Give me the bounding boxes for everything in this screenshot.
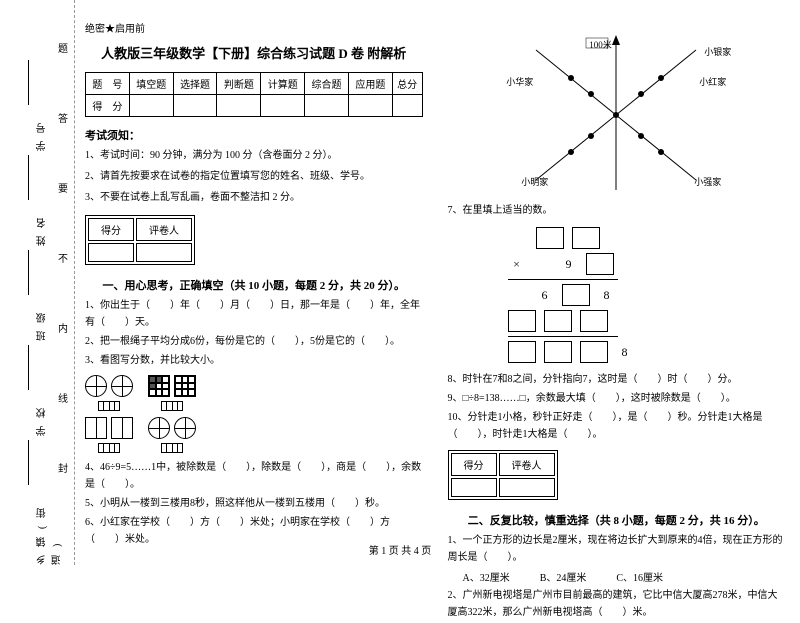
bind-line [28,250,29,295]
dash-in: 内 [58,320,68,335]
digit-8: 8 [598,288,616,303]
td-score: 得 分 [86,95,130,117]
q2: 2、把一根绳子平均分成6份，每份是它的（ ），5份是它的（ ）。 [85,333,423,350]
compass-w: 小华家 [506,75,533,88]
digit-6: 6 [536,288,554,303]
th-comp: 综合题 [305,73,349,95]
section-score-box: 得分评卷人 [85,215,195,265]
sb-grader: 评卷人 [499,453,555,476]
blank-box[interactable] [536,227,564,249]
compass-se: 小强家 [694,175,721,188]
th-fill: 填空题 [129,73,173,95]
compass-s: 小明家 [521,175,548,188]
circle-icon [148,417,170,439]
blank-box[interactable] [580,341,608,363]
dash-no: 不 [58,250,68,265]
right-column: 100米 小银家 小华家 小红家 小明家 小强家 7、在里填上适当的数。 × 9 … [448,20,786,623]
bind-field-name: 姓名 [35,210,50,246]
secret-label: 绝密★启用前 [85,20,423,35]
bind-line [28,60,29,105]
hex-icon [111,417,133,439]
th-num: 题 号 [86,73,130,95]
dash-ans: 答 [58,110,68,125]
q7: 7、在里填上适当的数。 [448,202,786,219]
sb-score: 得分 [88,218,134,241]
compass-diagram: 100米 小银家 小华家 小红家 小明家 小强家 [496,20,736,200]
digit-8: 8 [616,345,634,360]
bar-icon [98,401,120,411]
blank-box[interactable] [572,227,600,249]
multiplication-problem: × 9 6 8 8 [508,227,786,363]
dash-ti: 题 [58,40,68,55]
bar-icon [161,401,183,411]
mult-line [508,336,618,337]
bind-line [28,440,29,485]
grid-icon [148,375,170,397]
sb-score: 得分 [451,453,497,476]
compass-top: 100米 [589,38,612,51]
compass-ne: 小银家 [704,45,731,58]
th-judge: 判断题 [217,73,261,95]
q10: 10、分针走1小格，秒针正好走（ ），是（ ）秒。分针走1大格是（ ），时针走1… [448,409,786,443]
th-app: 应用题 [348,73,392,95]
th-calc: 计算题 [261,73,305,95]
sb-grader: 评卷人 [136,218,192,241]
th-total: 总分 [392,73,422,95]
q8: 8、时针在7和8之间，分针指向7，这时是（ ）时（ ）分。 [448,371,786,388]
bar-icon [161,443,183,453]
digit-9: 9 [560,257,578,272]
p2q2: 2、广州新电视塔是广州市目前最高的建筑，它比中信大厦高278米，中信大厦高322… [448,587,786,621]
blank-box[interactable] [562,284,590,306]
paper-title: 人教版三年级数学【下册】综合练习试题 D 卷 附解析 [85,43,423,62]
dash-want: 要 [58,180,68,195]
exam-notice-title: 考试须知： [85,127,423,143]
part1-title: 一、用心思考，正确填空（共 10 小题，每题 2 分，共 20 分）。 [85,277,423,293]
binding-margin: 乡镇(街道) 学校 班级 姓名 学号 封 线 内 不 要 答 题 [0,0,75,565]
notice-3: 3、不要在试卷上乱写乱画，卷面不整洁扣 2 分。 [85,189,423,207]
circle-icon [111,375,133,397]
bind-field-school: 学校 [35,400,50,436]
mult-line [508,279,618,280]
q4: 4、46÷9=5……1中，被除数是（ ），除数是（ ），商是（ ），余数是（ ）… [85,459,423,493]
blank-box[interactable] [580,310,608,332]
hex-icon [85,417,107,439]
grid-icon [174,375,196,397]
blank-box[interactable] [544,310,572,332]
dash-line: 线 [58,390,68,405]
bar-icon [98,443,120,453]
notice-2: 2、请首先按要求在试卷的指定位置填写您的姓名、班级、学号。 [85,168,423,186]
bind-field-id: 学号 [35,115,50,151]
dash-seal: 封 [58,460,68,475]
compass-svg [496,20,736,200]
compass-e: 小红家 [699,75,726,88]
fraction-shapes [85,375,423,411]
p2q1-opts: A、32厘米 B、24厘米 C、16厘米 [463,569,786,584]
bind-line [28,345,29,390]
q3: 3、看图写分数，并比较大小。 [85,352,423,369]
blank-box[interactable] [508,341,536,363]
times-sign: × [508,257,526,272]
blank-box[interactable] [544,341,572,363]
circle-icon [174,417,196,439]
fraction-shapes-2 [85,417,423,453]
section-score-box-2: 得分评卷人 [448,450,558,500]
main-content: 绝密★启用前 人教版三年级数学【下册】综合练习试题 D 卷 附解析 题 号填空题… [85,20,785,623]
th-choice: 选择题 [173,73,217,95]
q9: 9、□÷8=138……□，余数最大填（ ），这时被除数是（ ）。 [448,390,786,407]
blank-box[interactable] [508,310,536,332]
q5: 5、小明从一楼到三楼用8秒，照这样他从一楼到五楼用（ ）秒。 [85,495,423,512]
blank-box[interactable] [586,253,614,275]
score-table: 题 号填空题选择题判断题计算题综合题应用题总分 得 分 [85,72,423,117]
page-footer: 第 1 页 共 4 页 [0,542,800,557]
notice-1: 1、考试时间：90 分钟，满分为 100 分（含卷面分 2 分）。 [85,147,423,165]
q1: 1、你出生于（ ）年（ ）月（ ）日，那一年是（ ）年，全年有（ ）天。 [85,297,423,331]
part2-title: 二、反复比较，慎重选择（共 8 小题，每题 2 分，共 16 分）。 [448,512,786,528]
bind-line [28,155,29,200]
left-column: 绝密★启用前 人教版三年级数学【下册】综合练习试题 D 卷 附解析 题 号填空题… [85,20,423,623]
circle-icon [85,375,107,397]
bind-field-class: 班级 [35,305,50,341]
